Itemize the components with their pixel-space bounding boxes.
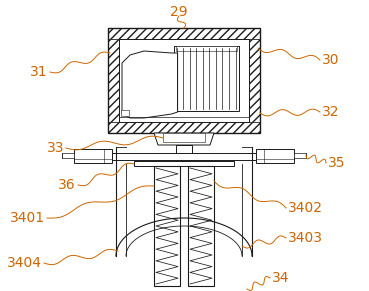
Bar	[249, 39, 260, 122]
Text: 3401: 3401	[10, 211, 45, 225]
Text: 33: 33	[46, 141, 64, 155]
Text: 32: 32	[322, 105, 339, 119]
Polygon shape	[122, 51, 177, 118]
Bar	[163, 133, 205, 142]
Text: 31: 31	[30, 65, 48, 79]
Bar	[74, 153, 294, 160]
Bar	[108, 28, 260, 39]
Bar	[62, 153, 74, 158]
Text: 36: 36	[58, 178, 76, 192]
Bar	[173, 46, 239, 111]
Text: 3404: 3404	[7, 256, 42, 270]
Bar	[74, 149, 112, 163]
Bar	[134, 161, 234, 166]
Bar	[176, 145, 192, 153]
Text: 3403: 3403	[288, 231, 323, 245]
Bar	[121, 110, 129, 116]
Bar	[119, 39, 249, 122]
Bar	[176, 46, 237, 51]
Bar	[294, 153, 306, 158]
Polygon shape	[154, 133, 214, 145]
Text: 3402: 3402	[288, 201, 323, 215]
Bar	[108, 122, 260, 133]
Bar	[108, 39, 119, 122]
Text: 29: 29	[170, 5, 188, 19]
Text: 34: 34	[272, 271, 290, 285]
Bar	[188, 166, 214, 286]
Bar	[154, 166, 180, 286]
Text: 30: 30	[322, 53, 339, 67]
Text: 35: 35	[328, 156, 345, 170]
Bar	[108, 28, 260, 133]
Bar	[256, 149, 294, 163]
